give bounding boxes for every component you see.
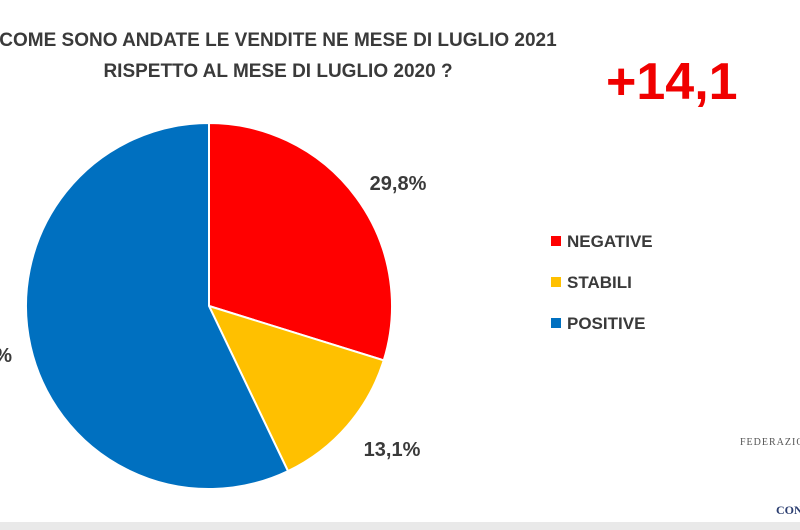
legend-label-stabili: STABILI (567, 273, 632, 292)
chart-title-line-1: COME SONO ANDATE LE VENDITE NE MESE DI L… (0, 30, 557, 51)
slice-label-negative: 29,8% (370, 173, 427, 195)
footer-organization-text: FEDERAZION (740, 437, 800, 448)
pie-slice-stabili (207, 304, 385, 473)
legend-swatch-positive (551, 318, 561, 328)
legend-swatch-negative (551, 236, 561, 246)
slice-label-positive: % (0, 345, 12, 367)
bottom-bar (0, 522, 800, 530)
pie-slice-negative (208, 121, 393, 362)
legend-label-negative: NEGATIVE (567, 232, 653, 251)
footer-logo: CONF (776, 503, 800, 517)
legend-swatch-stabili (551, 277, 561, 287)
headline-figure: +14,1 (606, 53, 738, 111)
legend-label-positive: POSITIVE (567, 314, 645, 333)
chart-title-line-2: RISPETTO AL MESE DI LUGLIO 2020 ? (103, 61, 453, 82)
slice-label-stabili: 13,1% (364, 439, 421, 461)
pie-slice-positive (25, 121, 290, 490)
